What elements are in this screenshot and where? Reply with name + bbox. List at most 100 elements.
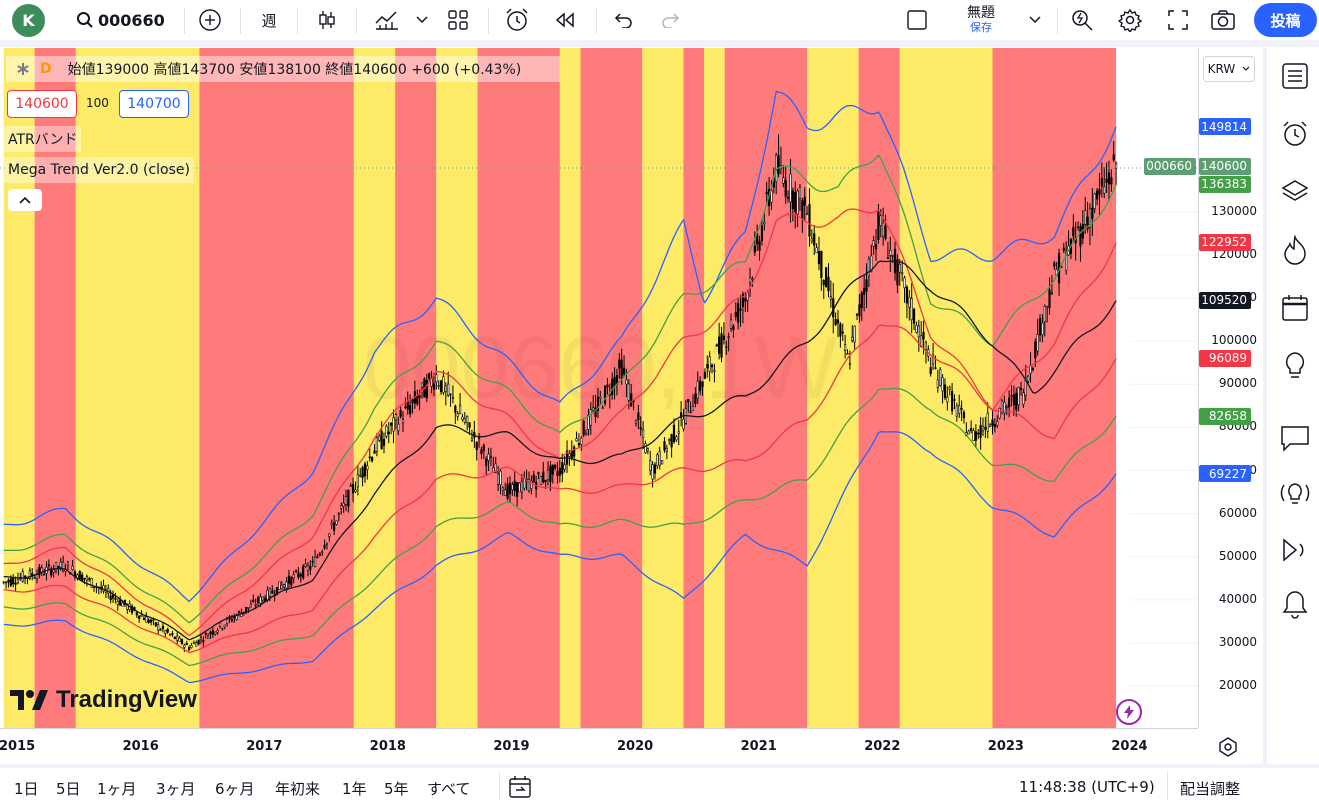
price-badge: 69227 [1199,465,1251,483]
candle-body [119,599,122,606]
candle-body [285,581,288,589]
candle-body [235,615,238,620]
layout-save-button[interactable]: 無題 保存 [952,0,1010,40]
range-button[interactable]: 1日 [14,780,39,798]
goto-date-button[interactable] [508,775,532,803]
candle-body [601,407,604,409]
indicator-megatrend-legend[interactable]: Mega Trend Ver2.0 (close) [4,157,194,183]
symbol-search[interactable]: 000660 [76,0,176,40]
dividend-adjust-toggle[interactable]: 配当調整 [1180,780,1241,798]
candle-body [741,293,745,307]
candles-type-button[interactable] [313,0,341,40]
range-button[interactable]: 5年 [384,780,409,798]
interval-button[interactable]: 週 [261,11,277,30]
candle-body [392,417,395,432]
alert-button[interactable] [502,0,532,40]
currency-selector[interactable]: KRW [1203,56,1255,82]
ohlc-values: 始値139000 高値143700 安値138100 終値140600 +600… [67,62,522,78]
candle-body [216,630,219,633]
candle-body [970,428,973,431]
ideas-button[interactable] [1277,348,1313,384]
tradingview-logo[interactable]: TradingView [10,686,197,714]
price-tick-label: 30000 [1218,634,1257,649]
range-button[interactable]: 6ヶ月 [215,780,255,798]
candle-body [974,431,977,441]
indicators-button[interactable] [371,0,403,40]
price-axis[interactable]: KRW 130000120000110000100000900008000070… [1144,48,1263,728]
candle-body [1088,208,1092,228]
candle-body [256,597,260,603]
candle-body [844,344,847,351]
candle-body [135,612,138,616]
candle-body [896,258,899,286]
layout-dropdown[interactable] [1024,0,1046,40]
candle-body [401,419,405,424]
price-tick-label: 40000 [1218,591,1257,606]
range-button[interactable]: 年初来 [275,780,321,798]
range-button[interactable]: 3ヶ月 [156,780,196,798]
candle-body [713,369,716,372]
range-button[interactable]: 1ヶ月 [97,780,137,798]
candle-body [516,482,519,497]
candle-body [380,430,383,450]
range-button[interactable]: 1年 [342,780,367,798]
candle-body [656,454,659,467]
lightning-button[interactable] [1116,699,1142,725]
layouts-button[interactable] [444,0,472,40]
settings-button[interactable] [1116,0,1144,40]
add-symbol-button[interactable] [196,0,224,40]
undo-button[interactable] [610,0,636,40]
streams-button[interactable] [1277,476,1313,512]
fullscreen-button[interactable] [1164,0,1192,40]
candle-body [977,432,980,435]
redo-button[interactable] [658,0,684,40]
alerts-sidebar-button[interactable] [1277,116,1313,152]
user-avatar[interactable]: K [12,4,45,37]
calendar-button[interactable] [1277,290,1313,326]
candle-body [834,318,837,326]
multi-chart-button[interactable] [903,0,931,40]
watchlist-button[interactable] [1277,58,1313,94]
candle-body [458,405,462,415]
candle-body [603,386,607,404]
quick-search-button[interactable] [1068,0,1096,40]
price-bars [2,134,1118,653]
publish-button[interactable]: 投稿 [1254,3,1317,37]
replay-button[interactable] [550,0,580,40]
candle-body [991,419,994,426]
sell-button[interactable]: 140600 [7,90,77,118]
indicators-dropdown[interactable] [412,0,432,40]
object-tree-button[interactable] [1277,174,1313,210]
candle-body [948,387,951,390]
playback-button[interactable] [1277,532,1313,568]
time-axis[interactable]: 2015 2016 2017 2018 2019 2020 2021 2022 2023 2024 [0,728,1237,764]
collapse-legend-button[interactable] [8,189,42,211]
notifications-button[interactable] [1277,586,1313,622]
range-button[interactable]: 5日 [56,780,81,798]
price-badge: 82658 [1199,407,1251,425]
candle-body [59,561,62,568]
snapshot-button[interactable] [1208,0,1238,40]
candle-body [316,556,319,559]
candle-body [164,630,167,634]
candle-body [116,601,119,605]
price-chart[interactable]: 000660, 1W [0,48,1198,728]
trend-zone-bear [395,48,437,728]
axis-settings-button[interactable] [1218,737,1238,761]
range-button[interactable]: すべて [427,780,471,798]
candle-body [668,439,671,441]
candle-body [432,383,436,390]
chart-pane[interactable]: 000660, 1W D 始値139000 高値143700 安値138100 … [0,48,1198,728]
candle-body [946,396,949,403]
buy-button[interactable]: 140700 [119,90,189,118]
clock-timezone[interactable]: 11:48:38 (UTC+9) [1019,778,1155,796]
candle-body [544,479,547,483]
price-tick-label: 60000 [1218,505,1257,520]
candle-body [1038,318,1042,336]
candle-body [451,397,455,399]
candle-body [910,298,913,320]
chat-button[interactable] [1277,420,1313,456]
indicator-atr-legend[interactable]: ATRバンド [4,126,82,152]
hotlists-button[interactable] [1277,232,1313,268]
candle-body [739,308,742,311]
